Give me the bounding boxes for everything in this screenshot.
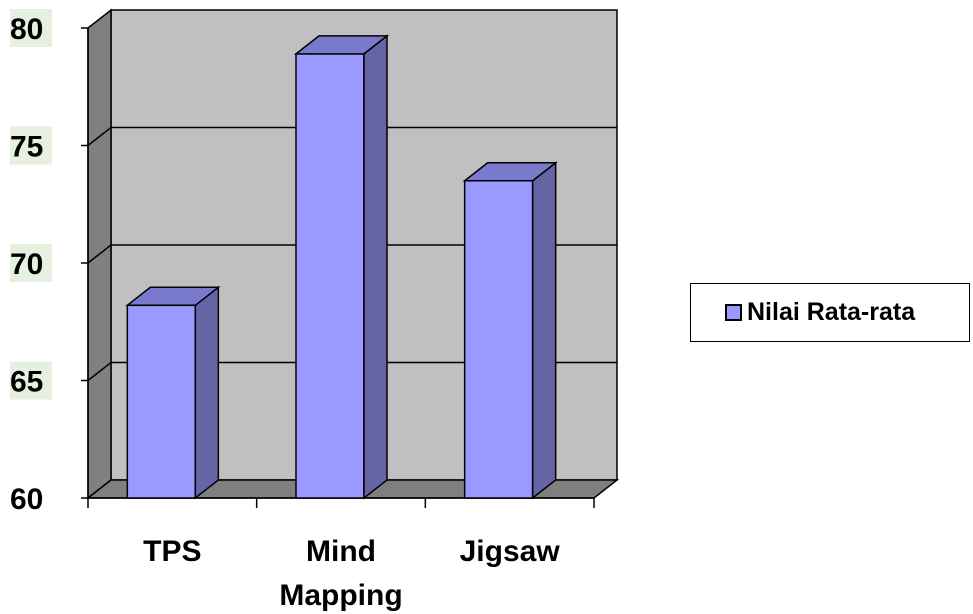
y-tick-label: 60 bbox=[10, 483, 43, 516]
y-tick-label: 65 bbox=[10, 366, 43, 399]
bar bbox=[295, 53, 365, 499]
bar-top bbox=[125, 286, 221, 307]
y-tick-highlight bbox=[10, 126, 52, 165]
legend: Nilai Rata-rata bbox=[690, 283, 970, 342]
y-tick-label: 75 bbox=[10, 131, 43, 164]
y-tick-highlight bbox=[10, 9, 52, 47]
bar-side bbox=[363, 34, 388, 500]
x-tick-label: Mind bbox=[306, 535, 376, 568]
legend-label: Nilai Rata-rata bbox=[747, 298, 916, 326]
gridline bbox=[87, 361, 617, 382]
bars bbox=[125, 34, 558, 500]
y-tick-highlight bbox=[10, 244, 52, 282]
x-tick-label: Jigsaw bbox=[460, 535, 561, 568]
x-tick-label: Mapping bbox=[279, 579, 402, 612]
y-tick-labels: 60 65 70 75 80 bbox=[10, 9, 52, 516]
y-tick-label: 70 bbox=[10, 248, 43, 281]
bar bbox=[463, 180, 534, 499]
bar-top bbox=[462, 162, 558, 182]
gridline bbox=[87, 244, 617, 264]
x-tick-labels: TPS Mind Mapping Jigsaw bbox=[143, 535, 560, 612]
bar-top bbox=[293, 35, 390, 55]
legend-swatch bbox=[725, 304, 742, 321]
bar bbox=[126, 304, 197, 499]
x-tick-label: TPS bbox=[143, 535, 201, 568]
gridline bbox=[87, 126, 617, 147]
y-tick-highlight bbox=[10, 361, 52, 400]
y-tick-label: 80 bbox=[10, 13, 43, 46]
bar-side bbox=[531, 161, 557, 500]
gridlines bbox=[87, 126, 617, 382]
bar-side bbox=[194, 285, 220, 500]
